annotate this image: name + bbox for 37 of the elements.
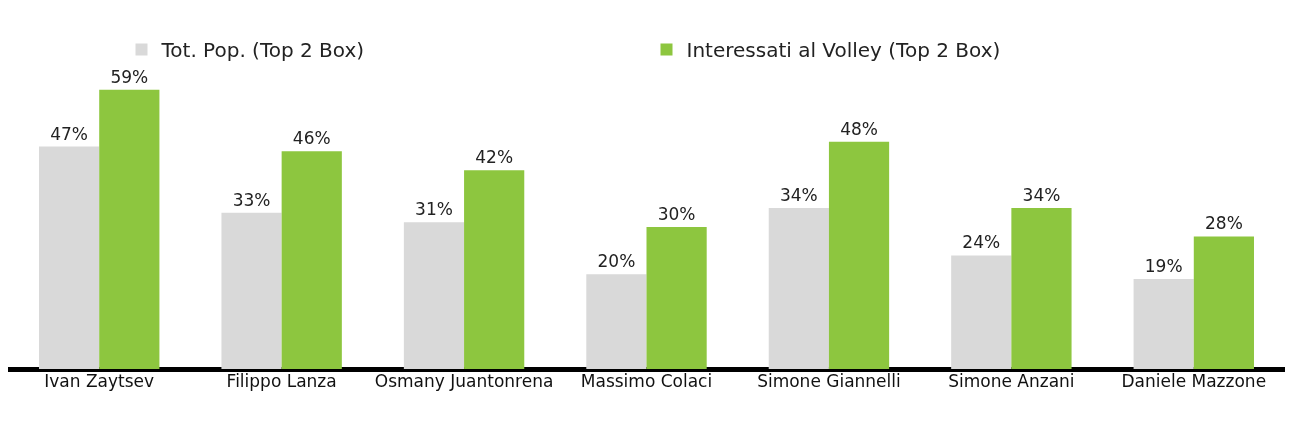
x-tick-label: Massimo Colaci [580,371,713,391]
legend-label: Tot. Pop. (Top 2 Box) [160,38,365,63]
bar [951,255,1012,369]
bar [464,170,525,369]
bar [281,151,342,369]
data-label: 33% [232,189,271,210]
data-label: 46% [292,128,331,149]
data-label: 42% [475,147,514,168]
bar [828,141,890,369]
x-tick-label: Simone Anzani [948,371,1075,391]
data-label: 34% [779,185,818,206]
bar [768,208,829,369]
x-tick-label: Ivan Zaytsev [44,371,155,391]
data-label: 30% [657,203,696,224]
x-tick-label: Simone Giannelli [757,371,901,391]
bar [221,212,282,369]
data-label: 59% [110,66,149,87]
bar [646,226,707,369]
bar [586,274,647,369]
bar [99,89,160,369]
data-label: 47% [50,123,89,144]
data-label: 19% [1144,256,1183,277]
bar [1011,208,1072,369]
data-label: 48% [840,118,878,139]
bar [1133,279,1194,369]
legend-label: Interessati al Volley (Top 2 Box) [686,38,1001,63]
x-tick-label: Filippo Lanza [226,371,337,391]
data-label: 24% [962,232,1001,253]
bar [1193,236,1254,369]
data-label: 34% [1022,185,1061,206]
x-tick-label: Daniele Mazzone [1121,371,1267,391]
data-label: 28% [1204,213,1243,234]
data-label: 20% [597,251,636,272]
x-tick-label: Osmany Juantonrena [374,371,554,391]
bar [39,146,100,369]
bar [403,222,465,369]
data-label: 31% [415,199,453,220]
